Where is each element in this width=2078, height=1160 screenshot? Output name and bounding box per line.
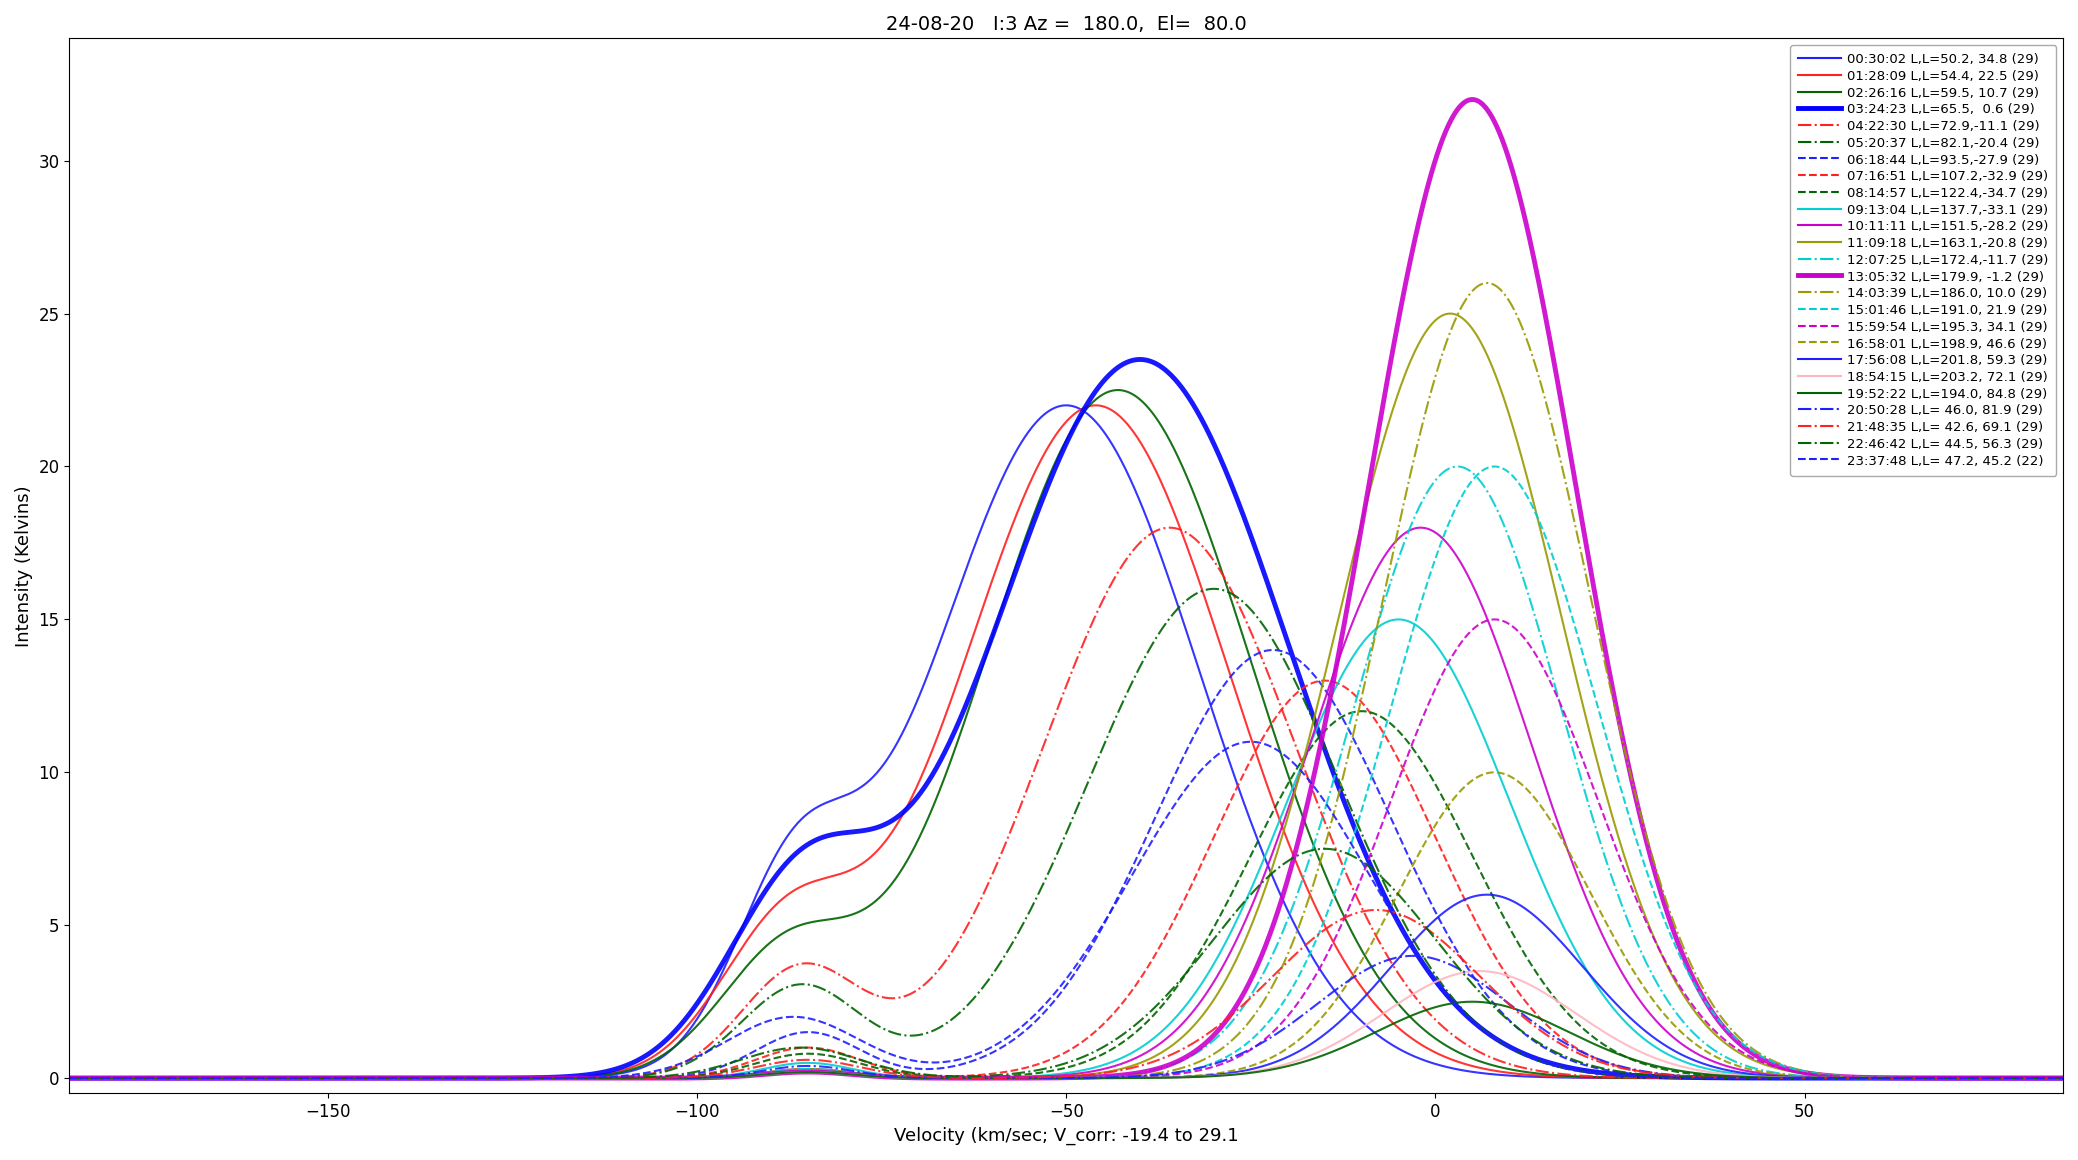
- Title: 24-08-20   I:3 Az =  180.0,  El=  80.0: 24-08-20 I:3 Az = 180.0, El= 80.0: [885, 15, 1247, 34]
- Y-axis label: Intensity (Kelvins): Intensity (Kelvins): [15, 485, 33, 647]
- Legend: 00:30:02 L,L=50.2, 34.8 (29), 01:28:09 L,L=54.4, 22.5 (29), 02:26:16 L,L=59.5, 1: 00:30:02 L,L=50.2, 34.8 (29), 01:28:09 L…: [1791, 45, 2057, 476]
- X-axis label: Velocity (km/sec; V_corr: -19.4 to 29.1: Velocity (km/sec; V_corr: -19.4 to 29.1: [894, 1126, 1238, 1145]
